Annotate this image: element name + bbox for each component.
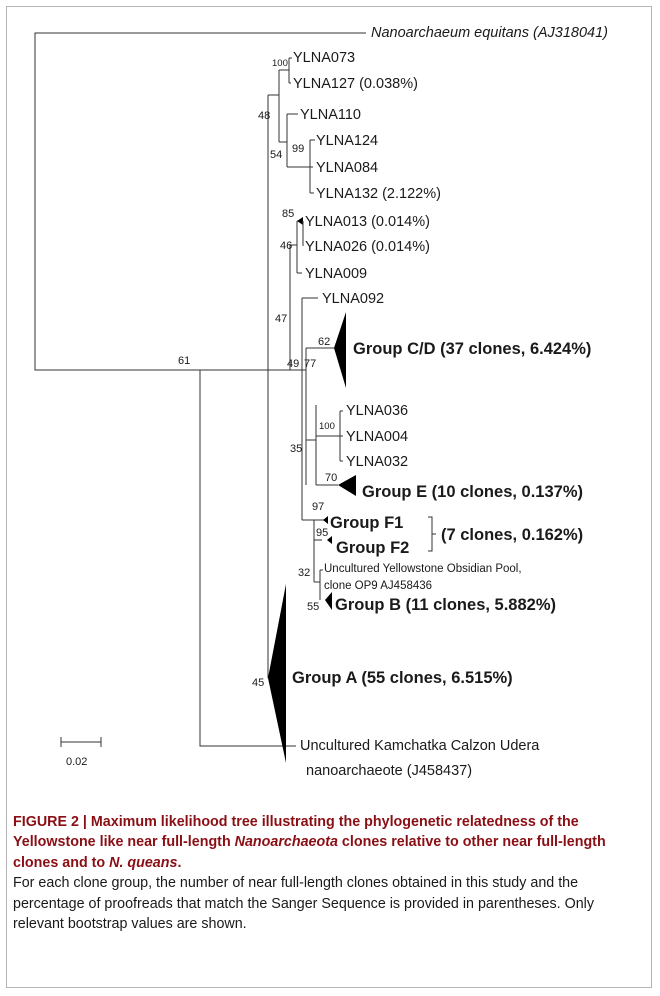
bootstrap-32: 32 (298, 567, 310, 579)
bootstrap-48: 48 (258, 110, 270, 122)
caption-title: Maximum likelihood tree illustrating the… (13, 814, 606, 871)
caption-title-part2: clones relative to other near full-lengt… (13, 834, 606, 871)
bootstrap-99: 99 (292, 143, 304, 155)
bootstrap-77: 77 (304, 358, 316, 370)
kamchatka-label-2: nanoarchaeote (J458437) (306, 763, 472, 779)
leaf-ylna013: YLNA013 (0.014%) (305, 214, 430, 230)
bootstrap-35: 35 (290, 443, 302, 455)
group-a-wedge (268, 584, 286, 763)
caption-label: FIGURE 2 | (13, 814, 91, 830)
leaf-ylna127: YLNA127 (0.038%) (293, 76, 418, 92)
group-f1-marker (323, 516, 328, 524)
group-f2-marker (327, 536, 332, 544)
leaf-ylna110: YLNA110 (300, 107, 361, 123)
group-a-label: Group A (55 clones, 6.515%) (292, 669, 513, 687)
node-85-marker (297, 217, 303, 225)
branch-61 (199, 369, 296, 747)
leaf-ylna084: YLNA084 (316, 160, 378, 176)
root-branch (34, 32, 366, 371)
leaf-ylna073: YLNA073 (293, 50, 355, 66)
bootstrap-95: 95 (316, 527, 328, 539)
caption-title-italic1: Nanoarchaeota (234, 834, 338, 851)
bootstrap-70: 70 (325, 472, 337, 484)
caption-title-part1: Maximum likelihood tree illustrating the… (13, 814, 579, 851)
group-f-summary-label: (7 clones, 0.162%) (441, 526, 583, 544)
bootstrap-49: 49 (287, 358, 299, 370)
outgroup-label: Nanoarchaeum equitans (AJ318041) (371, 25, 608, 41)
leaf-ylna132: YLNA132 (2.122%) (316, 186, 441, 202)
group-b-label: Group B (11 clones, 5.882%) (335, 596, 556, 614)
obsidian-label-1: Uncultured Yellowstone Obsidian Pool, (324, 563, 522, 575)
bootstrap-62: 62 (318, 336, 330, 348)
group-b-wedge (325, 592, 332, 610)
bootstrap-100b: 100 (319, 421, 335, 432)
bootstrap-45: 45 (252, 677, 264, 689)
leaf-ylna026: YLNA026 (0.014%) (305, 239, 430, 255)
bootstrap-46: 46 (280, 240, 292, 252)
caption-body: For each clone group, the number of near… (13, 875, 594, 933)
bootstrap-61: 61 (178, 355, 190, 367)
leaf-ylna092: YLNA092 (322, 291, 384, 307)
leaf-ylna036: YLNA036 (346, 403, 408, 419)
group-e-label: Group E (10 clones, 0.137%) (362, 483, 583, 501)
bootstrap-47: 47 (275, 313, 287, 325)
bootstrap-54: 54 (270, 149, 282, 161)
bootstrap-100a: 100 (272, 58, 288, 69)
leaf-ylna124: YLNA124 (316, 133, 378, 149)
caption-title-italic2: N. queans (109, 854, 178, 871)
leaf-ylna009: YLNA009 (305, 266, 367, 282)
leaf-ylna004: YLNA004 (346, 429, 408, 445)
caption-title-end: . (177, 854, 182, 871)
group-cd-wedge (334, 312, 346, 388)
kamchatka-label-1: Uncultured Kamchatka Calzon Udera (300, 738, 540, 754)
scale-bar-label: 0.02 (66, 756, 87, 768)
bootstrap-85: 85 (282, 208, 294, 220)
leaf-ylna032: YLNA032 (346, 454, 408, 470)
figure-caption: FIGURE 2 | Maximum likelihood tree illus… (13, 812, 643, 934)
bootstrap-55: 55 (307, 601, 319, 613)
phylogenetic-tree: Nanoarchaeum equitans (AJ318041) 61 Uncu… (34, 25, 608, 779)
figure-frame (6, 6, 652, 988)
bootstrap-97: 97 (312, 501, 324, 513)
group-e-wedge (338, 475, 356, 496)
group-f-bracket (428, 516, 433, 552)
group-f2-label: Group F2 (336, 539, 409, 557)
group-cd-label: Group C/D (37 clones, 6.424%) (353, 340, 591, 358)
group-f1-label: Group F1 (330, 514, 403, 532)
obsidian-label-2: clone OP9 AJ458436 (324, 580, 432, 592)
